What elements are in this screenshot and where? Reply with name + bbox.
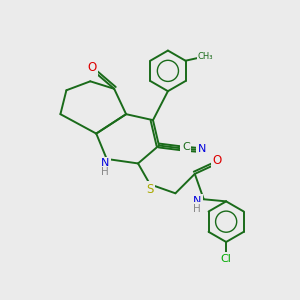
Text: S: S: [146, 183, 154, 196]
Text: C: C: [182, 142, 190, 152]
Text: H: H: [193, 204, 201, 214]
Text: Cl: Cl: [221, 254, 232, 264]
Text: O: O: [213, 154, 222, 167]
Text: H: H: [101, 167, 109, 177]
Text: O: O: [87, 61, 96, 74]
Text: N: N: [197, 143, 206, 154]
Text: N: N: [101, 158, 110, 168]
Text: N: N: [193, 196, 201, 206]
Text: CH₃: CH₃: [198, 52, 213, 61]
